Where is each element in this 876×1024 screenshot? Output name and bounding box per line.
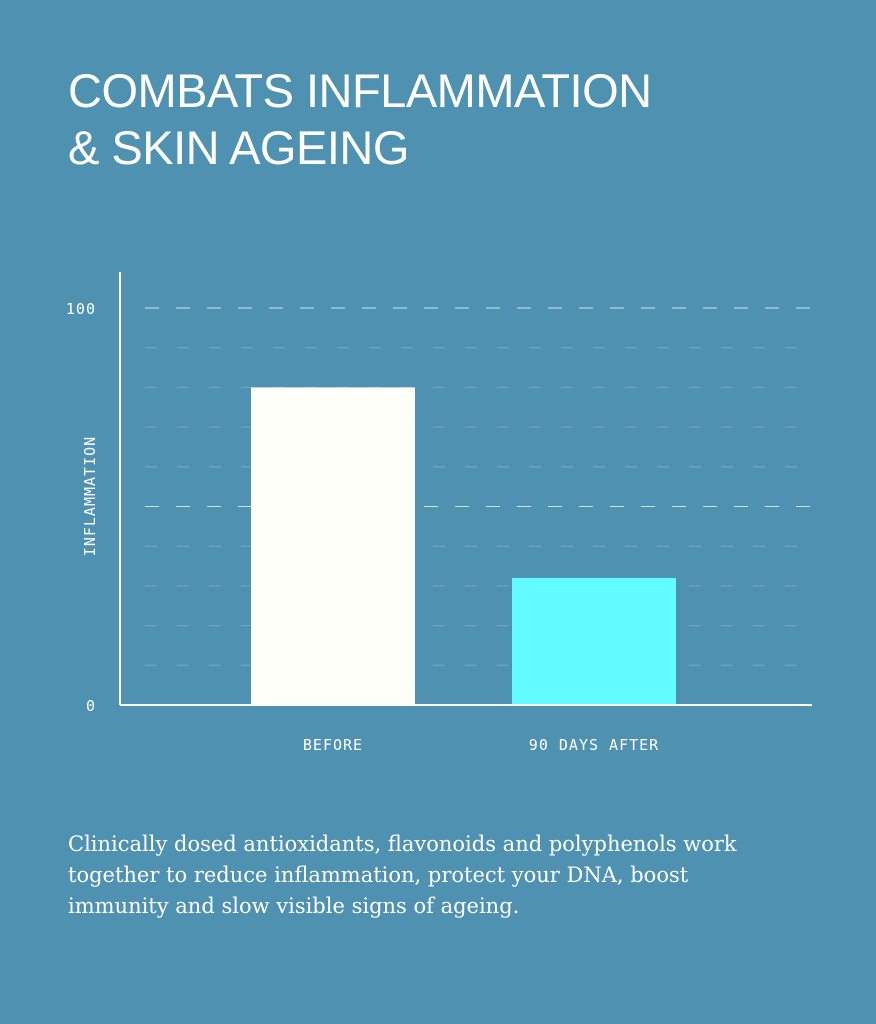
bar-before	[251, 387, 415, 705]
x-tick-label-90-days-after: 90 DAYS AFTER	[529, 736, 659, 754]
inflammation-bar-chart: 100 0 INFLAMMATION BEFORE 90 DAYS AFTER	[66, 272, 812, 754]
page-title: COMBATS INFLAMMATION & SKIN AGEING	[68, 62, 652, 176]
y-axis-label: INFLAMMATION	[81, 436, 99, 556]
title-line-1: COMBATS INFLAMMATION	[68, 64, 652, 117]
bars	[251, 387, 676, 705]
description-text: Clinically dosed antioxidants, flavonoid…	[68, 832, 737, 918]
x-tick-label-before: BEFORE	[303, 736, 363, 754]
y-tick-label-max: 100	[66, 300, 96, 318]
bar-90-days-after	[512, 577, 676, 705]
title-line-2: & SKIN AGEING	[68, 121, 409, 174]
gridlines	[145, 307, 812, 666]
y-tick-label-min: 0	[86, 697, 96, 715]
